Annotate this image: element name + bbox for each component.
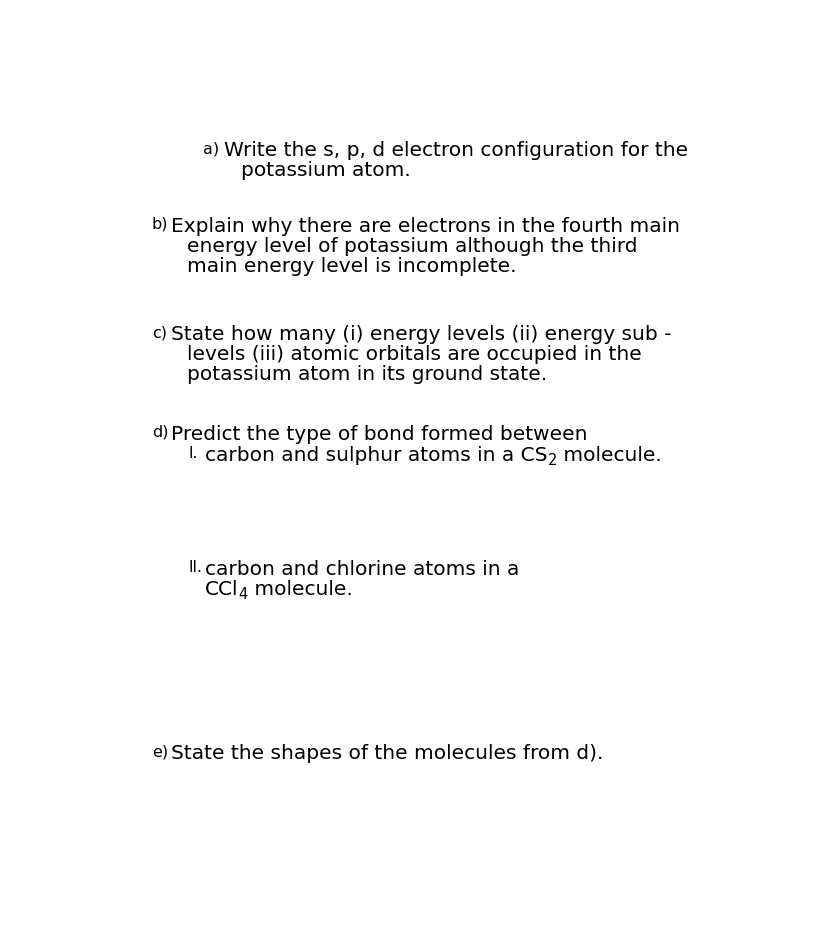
Text: energy level of potassium although the third: energy level of potassium although the t… [187,237,637,256]
Text: d): d) [151,425,168,440]
Text: Predict the type of bond formed between: Predict the type of bond formed between [170,425,586,444]
Text: potassium atom.: potassium atom. [241,161,411,180]
Text: CCl: CCl [204,581,238,599]
Text: molecule.: molecule. [556,446,661,465]
Text: carbon and chlorine atoms in a: carbon and chlorine atoms in a [204,560,519,580]
Text: II.: II. [189,560,203,575]
Text: I.: I. [189,446,198,461]
Text: molecule.: molecule. [247,581,352,599]
Text: State how many (i) energy levels (ii) energy sub -: State how many (i) energy levels (ii) en… [170,325,671,344]
Text: Explain why there are electrons in the fourth main: Explain why there are electrons in the f… [170,217,679,235]
Text: 4: 4 [238,587,247,602]
Text: main energy level is incomplete.: main energy level is incomplete. [187,257,516,276]
Text: b): b) [151,217,168,232]
Text: levels (iii) atomic orbitals are occupied in the: levels (iii) atomic orbitals are occupie… [187,345,641,364]
Text: a): a) [203,141,219,156]
Text: e): e) [151,745,168,759]
Text: State the shapes of the molecules from d).: State the shapes of the molecules from d… [170,745,603,763]
Text: carbon and sulphur atoms in a CS: carbon and sulphur atoms in a CS [204,446,547,465]
Text: c): c) [151,325,166,340]
Text: Write the s, p, d electron configuration for the: Write the s, p, d electron configuration… [224,141,687,160]
Text: 2: 2 [547,453,556,468]
Text: potassium atom in its ground state.: potassium atom in its ground state. [187,365,547,384]
